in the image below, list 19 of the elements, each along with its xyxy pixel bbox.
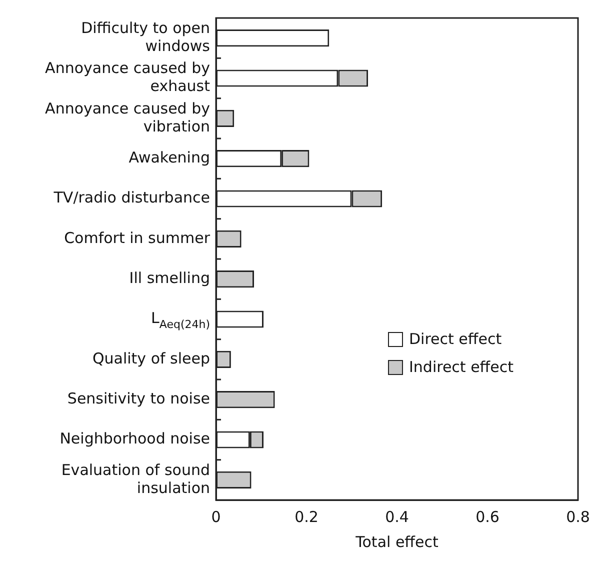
x-tick-label: 0.4 bbox=[385, 508, 409, 526]
text: Direct effect bbox=[409, 330, 502, 348]
x-tick-label: 0 bbox=[211, 508, 221, 526]
y-tick-label: Sensitivity to noise bbox=[67, 389, 210, 408]
x-axis-title: Total effect bbox=[354, 532, 438, 551]
y-tick-label: Quality of sleep bbox=[92, 349, 210, 368]
y-tick-label: TV/radio disturbance bbox=[52, 188, 210, 207]
y-tick-label: Annoyance caused by vibration bbox=[45, 99, 210, 136]
y-tick-label: Evaluation of sound insulation bbox=[61, 460, 210, 497]
y-tick-label: Ill smelling bbox=[129, 268, 210, 287]
y-tick-label: Annoyance caused by exhaust bbox=[45, 59, 210, 96]
y-tick-label: Neighborhood noise bbox=[60, 430, 210, 448]
y-tick-label: Comfort in summer bbox=[64, 228, 211, 247]
legend-label: Indirect effect bbox=[409, 358, 514, 376]
x-tick-label: 0.6 bbox=[476, 508, 500, 526]
x-tick-label: 0.2 bbox=[294, 508, 318, 526]
x-tick-label: 0.8 bbox=[566, 508, 590, 526]
y-tick-label: Difficulty to open windows bbox=[81, 18, 210, 55]
y-tick-label: Awakening bbox=[128, 148, 210, 166]
